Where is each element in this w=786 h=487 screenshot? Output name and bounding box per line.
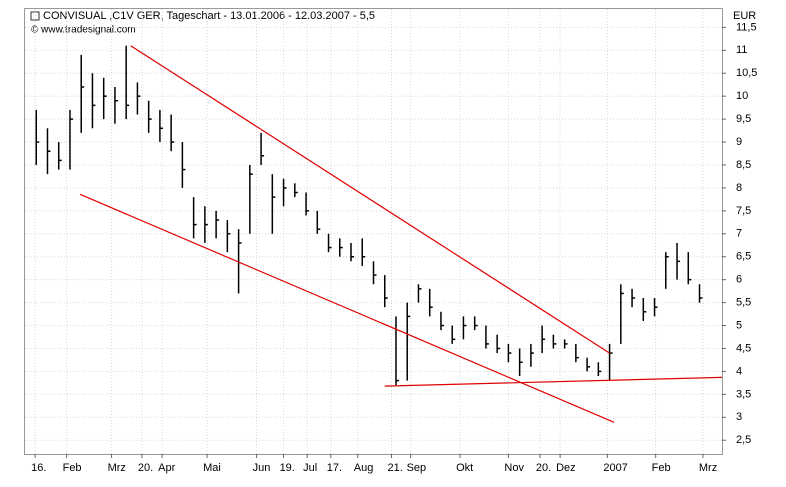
x-tick-label: Dez bbox=[556, 462, 576, 474]
x-tick-label: Jun bbox=[253, 462, 271, 474]
x-tick-label: Nov bbox=[504, 462, 524, 474]
source: © www.tradesignal.com bbox=[31, 25, 136, 36]
x-tick-label: Sep bbox=[407, 462, 427, 474]
x-tick-label: Feb bbox=[652, 462, 671, 474]
trendline bbox=[384, 376, 723, 387]
x-tick-label: Okt bbox=[456, 462, 473, 474]
y-tick-label: 9,5 bbox=[736, 113, 751, 125]
x-tick-label: 21. bbox=[387, 462, 402, 474]
y-tick-label: 4 bbox=[736, 365, 742, 377]
y-tick-label: 2,5 bbox=[736, 434, 751, 446]
y-axis-unit: EUR bbox=[733, 10, 756, 22]
trendline bbox=[130, 45, 610, 354]
trendline bbox=[79, 193, 615, 423]
x-tick-label: Mai bbox=[203, 462, 221, 474]
y-tick-label: 4,5 bbox=[736, 342, 751, 354]
x-tick-label: 16. bbox=[31, 462, 46, 474]
y-tick-label: 7,5 bbox=[736, 205, 751, 217]
y-tick-label: 10 bbox=[736, 90, 748, 102]
y-tick-label: 11 bbox=[736, 44, 747, 56]
y-tick-label: 9 bbox=[736, 136, 742, 148]
x-tick-label: 2007 bbox=[603, 462, 627, 474]
x-tick-label: 17. bbox=[327, 462, 342, 474]
x-tick-label: Feb bbox=[63, 462, 82, 474]
y-tick-label: 3 bbox=[736, 411, 742, 423]
plot-frame bbox=[24, 8, 723, 455]
x-tick-label: 20. bbox=[138, 462, 153, 474]
x-tick-label: Mrz bbox=[108, 462, 126, 474]
y-tick-label: 8,5 bbox=[736, 159, 751, 171]
chart-title: CONVISUAL ,C1V GER, Tageschart - 13.01.2… bbox=[43, 10, 375, 22]
x-tick-label: Mrz bbox=[699, 462, 717, 474]
y-tick-label: 6 bbox=[736, 274, 742, 286]
x-tick-label: Aug bbox=[354, 462, 374, 474]
y-tick-label: 10,5 bbox=[736, 67, 757, 79]
y-tick-label: 6,5 bbox=[736, 251, 751, 263]
x-tick-label: 19. bbox=[280, 462, 295, 474]
x-tick-label: 20. bbox=[536, 462, 551, 474]
x-tick-label: Apr bbox=[158, 462, 175, 474]
y-tick-label: 8 bbox=[736, 182, 742, 194]
y-tick-label: 11,5 bbox=[736, 21, 757, 33]
y-tick-label: 7 bbox=[736, 228, 742, 240]
y-tick-label: 3,5 bbox=[736, 388, 751, 400]
y-tick-label: 5,5 bbox=[736, 297, 751, 309]
y-tick-label: 5 bbox=[736, 319, 742, 331]
x-tick-label: Jul bbox=[303, 462, 317, 474]
